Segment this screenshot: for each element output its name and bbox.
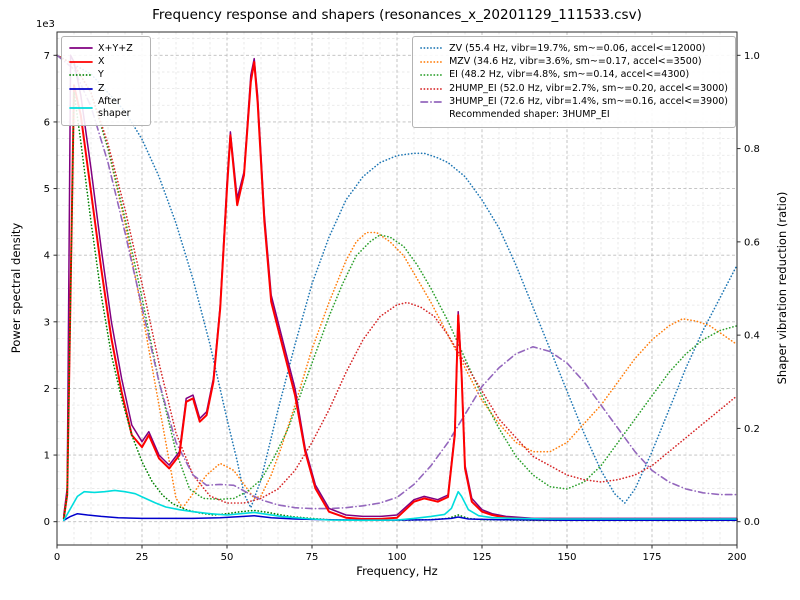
series-Y bbox=[62, 91, 738, 522]
svg-text:0.0: 0.0 bbox=[744, 517, 760, 528]
legend-shapers: ZV (55.4 Hz, vibr=19.7%, sm~=0.06, accel… bbox=[412, 36, 736, 128]
y-axis-label-right: Shaper vibration reduction (ratio) bbox=[775, 191, 789, 385]
legend-item: Y bbox=[69, 69, 143, 81]
y-axis-label-left: Power spectral density bbox=[9, 222, 23, 354]
legend-3HUMP_EI-line bbox=[420, 101, 444, 103]
legend-ZV-label: ZV (55.4 Hz, vibr=19.7%, sm~=0.06, accel… bbox=[449, 42, 706, 54]
legend-2HUMP_EI-line bbox=[420, 87, 444, 90]
legend-psd: X+Y+Z X Y Z After shaper bbox=[61, 36, 151, 127]
legend-item: 3HUMP_EI (72.6 Hz, vibr=1.4%, sm~=0.16, … bbox=[420, 96, 728, 108]
series-3HUMP_EI bbox=[56, 54, 738, 510]
legend-item: MZV (34.6 Hz, vibr=3.6%, sm~=0.17, accel… bbox=[420, 56, 728, 68]
shaper-curves bbox=[56, 54, 738, 510]
series-After shaper bbox=[62, 489, 738, 522]
legend-3HUMP_EI-label: 3HUMP_EI (72.6 Hz, vibr=1.4%, sm~=0.16, … bbox=[449, 96, 728, 107]
x-axis-label: Frequency, Hz bbox=[356, 564, 438, 578]
series-ZV bbox=[56, 54, 738, 509]
svg-text:0: 0 bbox=[54, 552, 60, 563]
legend-item: After shaper bbox=[69, 96, 143, 120]
legend-recommended-label: Recommended shaper: 3HUMP_EI bbox=[449, 109, 610, 121]
legend-After shaper-label: After shaper bbox=[98, 96, 131, 119]
svg-text:175: 175 bbox=[642, 552, 661, 563]
legend-X-line bbox=[69, 60, 93, 63]
svg-text:100: 100 bbox=[387, 552, 406, 563]
legend-Y-line bbox=[69, 74, 93, 77]
legend-After shaper-line bbox=[69, 107, 93, 109]
legend-ZV-line bbox=[420, 47, 444, 50]
tick-labels: 0 25 50 75 100 125 150 175 200 0 1 2 3 4 5 6 7 0.0 0.2 0.4 0… bbox=[44, 51, 760, 563]
svg-text:25: 25 bbox=[136, 552, 149, 563]
svg-text:0.6: 0.6 bbox=[744, 237, 760, 248]
series-Z bbox=[63, 512, 738, 522]
psd-curves bbox=[62, 54, 738, 522]
legend-EI-label: EI (48.2 Hz, vibr=4.8%, sm~=0.14, accel<… bbox=[449, 69, 690, 81]
svg-text:4: 4 bbox=[44, 251, 50, 262]
svg-text:7: 7 bbox=[44, 51, 50, 62]
legend-X-label: X bbox=[98, 55, 105, 67]
chart-title: Frequency response and shapers (resonanc… bbox=[152, 7, 642, 23]
legend-item: 2HUMP_EI (52.0 Hz, vibr=2.7%, sm~=0.20, … bbox=[420, 83, 728, 95]
legend-item: X+Y+Z bbox=[69, 43, 143, 55]
legend-item: Recommended shaper: 3HUMP_EI bbox=[420, 109, 728, 121]
legend-2HUMP_EI-label: 2HUMP_EI (52.0 Hz, vibr=2.7%, sm~=0.20, … bbox=[449, 82, 728, 94]
svg-text:200: 200 bbox=[727, 552, 746, 563]
legend-Z-label: Z bbox=[98, 82, 105, 94]
legend-MZV-line bbox=[420, 60, 444, 63]
legend-MZV-label: MZV (34.6 Hz, vibr=3.6%, sm~=0.17, accel… bbox=[449, 55, 702, 67]
svg-text:5: 5 bbox=[44, 184, 50, 195]
legend-recommended-line bbox=[420, 110, 444, 120]
svg-text:6: 6 bbox=[44, 117, 50, 128]
svg-text:75: 75 bbox=[306, 552, 319, 563]
series-2HUMP_EI bbox=[56, 54, 738, 504]
svg-text:0.8: 0.8 bbox=[744, 144, 760, 155]
series-X bbox=[62, 61, 738, 521]
svg-text:0: 0 bbox=[44, 517, 50, 528]
y-axis-offset-text: 1e3 bbox=[36, 19, 55, 30]
svg-text:1.0: 1.0 bbox=[744, 51, 760, 62]
legend-item: Z bbox=[69, 83, 143, 95]
legend-X+Y+Z-label: X+Y+Z bbox=[98, 42, 133, 54]
svg-text:3: 3 bbox=[44, 317, 50, 328]
svg-text:125: 125 bbox=[472, 552, 491, 563]
svg-text:1: 1 bbox=[44, 451, 50, 462]
tick-marks bbox=[53, 54, 741, 549]
svg-text:2: 2 bbox=[44, 384, 50, 395]
legend-X+Y+Z-line bbox=[69, 47, 93, 50]
legend-item: EI (48.2 Hz, vibr=4.8%, sm~=0.14, accel<… bbox=[420, 69, 728, 81]
legend-Z-line bbox=[69, 87, 93, 90]
legend-EI-line bbox=[420, 74, 444, 77]
svg-text:50: 50 bbox=[221, 552, 234, 563]
legend-item: X bbox=[69, 56, 143, 68]
legend-Y-label: Y bbox=[98, 69, 104, 81]
legend-item: ZV (55.4 Hz, vibr=19.7%, sm~=0.06, accel… bbox=[420, 43, 728, 55]
svg-text:0.2: 0.2 bbox=[744, 424, 760, 435]
svg-text:150: 150 bbox=[557, 552, 576, 563]
svg-text:0.4: 0.4 bbox=[744, 331, 760, 342]
